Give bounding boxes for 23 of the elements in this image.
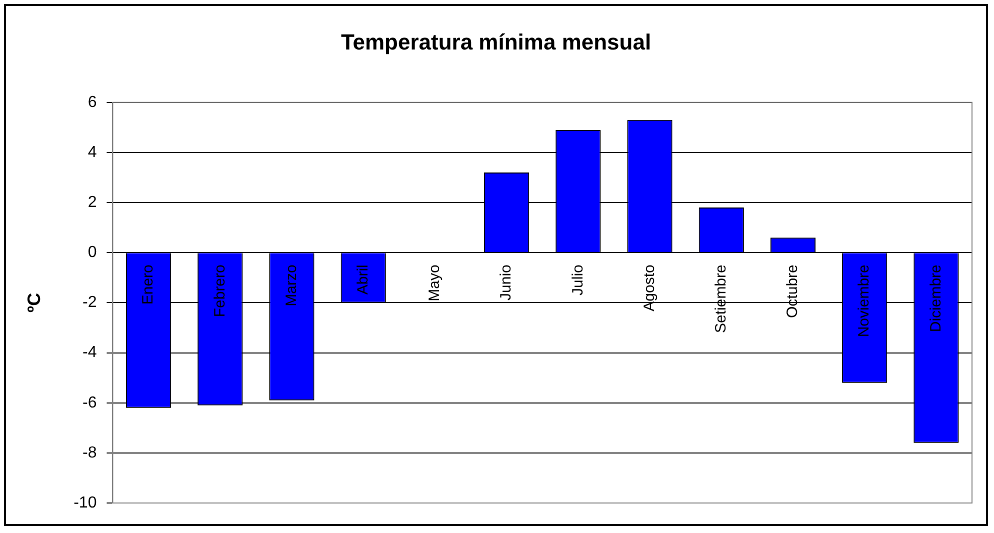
x-tick-label: Noviembre bbox=[856, 264, 873, 338]
y-axis-title: ºC bbox=[24, 292, 44, 312]
x-tick-label: Mayo bbox=[426, 264, 444, 302]
y-tick-label: -10 bbox=[74, 494, 97, 512]
y-tick-label: 2 bbox=[88, 194, 97, 211]
x-tick-label: Setiembre bbox=[712, 264, 730, 333]
y-tick-label: 0 bbox=[88, 244, 97, 262]
x-tick-label: Diciembre bbox=[927, 264, 944, 332]
x-tick-label: Julio bbox=[569, 264, 586, 296]
x-tick-label: Octubre bbox=[784, 264, 802, 318]
y-tick-label: 6 bbox=[88, 94, 97, 111]
x-tick-label: Junio bbox=[498, 264, 515, 300]
x-tick-label: Agosto bbox=[640, 264, 658, 312]
x-tick-label: Marzo bbox=[282, 264, 300, 306]
y-tick-label: -2 bbox=[82, 294, 97, 312]
y-tick-label: 4 bbox=[88, 144, 97, 161]
x-tick-label: Febrero bbox=[211, 264, 228, 318]
x-tick-label: Enero bbox=[140, 264, 157, 305]
y-tick-label: -4 bbox=[82, 344, 97, 362]
x-tick-label: Abril bbox=[354, 264, 372, 295]
y-tick-label: -8 bbox=[82, 444, 97, 462]
y-tick-label: -6 bbox=[82, 394, 97, 412]
chart-title: Temperatura mínima mensual bbox=[340, 29, 652, 54]
